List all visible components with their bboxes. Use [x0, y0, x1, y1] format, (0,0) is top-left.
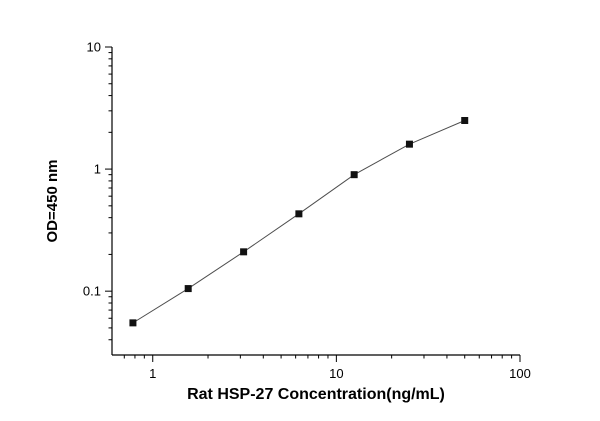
data-point-marker — [350, 171, 358, 179]
series-line — [132, 120, 465, 324]
x-tick-label: 1 — [149, 366, 156, 381]
x-axis-title: Rat HSP-27 Concentration(ng/mL) — [187, 386, 445, 403]
data-point-marker — [184, 285, 192, 293]
data-point-marker — [240, 248, 248, 256]
y-axis-title: OD=450 nm — [44, 160, 61, 243]
data-point-marker — [405, 140, 413, 148]
y-tick-label: 1 — [94, 162, 101, 177]
x-tick-label: 100 — [509, 366, 531, 381]
data-point-marker — [461, 117, 469, 125]
data-point-marker — [129, 319, 137, 327]
x-tick-label: 10 — [329, 366, 343, 381]
data-point-marker — [295, 210, 303, 218]
y-tick-label: 0.1 — [83, 284, 101, 299]
y-tick-label: 10 — [87, 40, 101, 55]
